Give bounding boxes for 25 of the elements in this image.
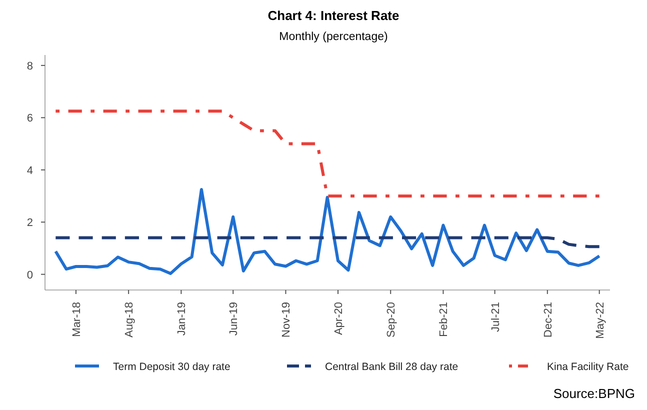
x-tick-label: Feb-21 (438, 302, 450, 337)
chart-title: Chart 4: Interest Rate (268, 8, 400, 23)
x-tick-label: Nov-19 (280, 302, 293, 338)
x-tick-label: Jul-21 (490, 302, 502, 332)
y-tick-label: 4 (26, 164, 33, 177)
y-tick-label: 6 (26, 112, 33, 125)
line-series (54, 188, 601, 276)
y-tick-label: 8 (26, 60, 33, 72)
legend-label: Term Deposit 30 day rate (113, 361, 230, 373)
line-series (54, 110, 601, 198)
x-tick-label: Aug-18 (124, 302, 136, 338)
chart-subtitle: Monthly (percentage) (279, 31, 388, 43)
x-tick-label: May-22 (594, 302, 606, 339)
legend-label: Kina Facility Rate (547, 361, 629, 373)
x-tick-label: Apr-20 (332, 302, 345, 336)
x-tick-label: Sep-20 (386, 302, 398, 338)
line-series (54, 236, 601, 248)
x-tick-label: Mar-18 (70, 302, 83, 337)
x-tick-label: Jun-19 (228, 302, 240, 336)
x-tick-label: Dec-21 (542, 302, 554, 338)
legend-label: Central Bank Bill 28 day rate (325, 361, 458, 373)
source-note: Source:BPNG (553, 386, 635, 401)
y-tick-label: 0 (26, 269, 33, 282)
y-tick-label: 2 (26, 217, 33, 230)
x-tick-label: Jan-19 (176, 302, 188, 336)
